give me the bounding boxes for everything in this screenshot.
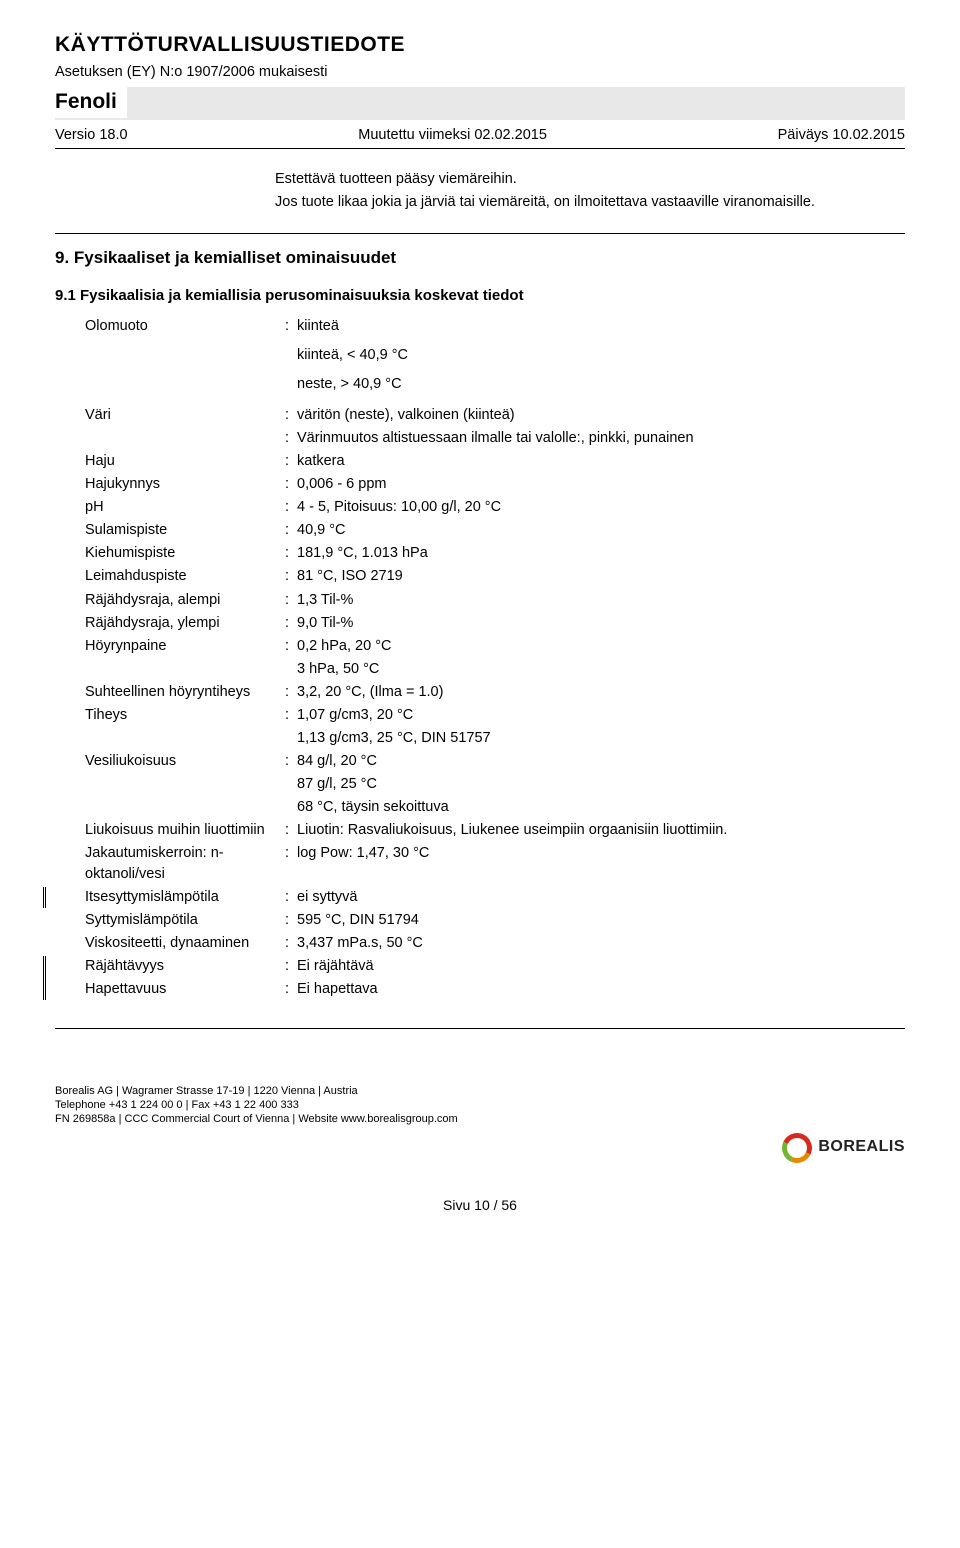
footer: Borealis AG | Wagramer Strasse 17-19 | 1… [55, 1084, 905, 1163]
change-bar-2: Räjähtävyys : Ei räjähtävä Hapettavuus :… [43, 956, 905, 1000]
footer-line1: Borealis AG | Wagramer Strasse 17-19 | 1… [55, 1084, 905, 1098]
section9-heading: 9. Fysikaaliset ja kemialliset ominaisuu… [55, 246, 905, 271]
row-itsesyttymis: Itsesyttymislämpötila : ei syttyvä [55, 887, 905, 908]
product-strip: Fenoli [55, 87, 905, 119]
intro-line1: Estettävä tuotteen pääsy viemäreihin. [275, 169, 905, 190]
version: Versio 18.0 [55, 125, 128, 146]
row-vari2: : Värinmuutos altistuessaan ilmalle tai … [55, 428, 905, 449]
olomuoto-sub2: neste, > 40,9 °C [297, 374, 905, 395]
row-hapettavuus: Hapettavuus : Ei hapettava [55, 979, 905, 1000]
row-rajahdys-alempi: Räjähdysraja, alempi : 1,3 Til-% [55, 590, 905, 611]
olomuoto-sub1: kiinteä, < 40,9 °C [297, 345, 905, 366]
row-hajukynnys: Hajukynnys : 0,006 - 6 ppm [55, 474, 905, 495]
row-kiehumispiste: Kiehumispiste : 181,9 °C, 1.013 hPa [55, 543, 905, 564]
row-olomuoto: Olomuoto : kiinteä [55, 316, 905, 337]
sds-subtitle: Asetuksen (EY) N:o 1907/2006 mukaisesti [55, 62, 905, 83]
footer-line3: FN 269858a | CCC Commercial Court of Vie… [55, 1112, 905, 1126]
intro-line2: Jos tuote likaa jokia ja järviä tai viem… [275, 192, 905, 213]
row-rajahdys-ylempi: Räjähdysraja, ylempi : 9,0 Til-% [55, 613, 905, 634]
row-viskositeetti: Viskositeetti, dynaaminen : 3,437 mPa.s,… [55, 933, 905, 954]
row-suhteellinen: Suhteellinen höyryntiheys : 3,2, 20 °C, … [55, 682, 905, 703]
sds-title: KÄYTTÖTURVALLISUUSTIEDOTE [55, 30, 905, 60]
footer-line2: Telephone +43 1 224 00 0 | Fax +43 1 22 … [55, 1098, 905, 1112]
section-divider [55, 233, 905, 234]
row-syttymis: Syttymislämpötila : 595 °C, DIN 51794 [55, 910, 905, 931]
row-haju: Haju : katkera [55, 451, 905, 472]
logo-text: BOREALIS [818, 1137, 905, 1158]
borealis-logo: BOREALIS [782, 1133, 905, 1163]
version-row: Versio 18.0 Muutettu viimeksi 02.02.2015… [55, 122, 905, 149]
section91-heading: 9.1 Fysikaalisia ja kemiallisia perusomi… [55, 285, 905, 307]
page-number: Sivu 10 / 56 [55, 1195, 905, 1215]
row-vari: Väri : väritön (neste), valkoinen (kiint… [55, 405, 905, 426]
row-jakautumiskerroin: Jakautumiskerroin: n-oktanoli/vesi : log… [55, 843, 905, 885]
row-liukoisuus: Liukoisuus muihin liuottimiin : Liuotin:… [55, 820, 905, 841]
row-ph: pH : 4 - 5, Pitoisuus: 10,00 g/l, 20 °C [55, 497, 905, 518]
row-leimahduspiste: Leimahduspiste : 81 °C, ISO 2719 [55, 566, 905, 587]
logo-ring-icon [778, 1128, 816, 1166]
row-vesiliukoisuus: Vesiliukoisuus : 84 g/l, 20 °C 87 g/l, 2… [55, 751, 905, 818]
row-hoyrynpaine: Höyrynpaine : 0,2 hPa, 20 °C 3 hPa, 50 °… [55, 636, 905, 680]
print-date: Päiväys 10.02.2015 [778, 125, 905, 146]
document-header: KÄYTTÖTURVALLISUUSTIEDOTE Asetuksen (EY)… [55, 30, 905, 149]
row-tiheys: Tiheys : 1,07 g/cm3, 20 °C 1,13 g/cm3, 2… [55, 705, 905, 749]
footer-divider [55, 1028, 905, 1029]
logo-row: BOREALIS [55, 1133, 905, 1163]
properties-table: Olomuoto : kiinteä kiinteä, < 40,9 °C ne… [55, 316, 905, 999]
row-sulamispiste: Sulamispiste : 40,9 °C [55, 520, 905, 541]
change-bar-1: Itsesyttymislämpötila : ei syttyvä [43, 887, 905, 908]
row-rajahtavyys: Räjähtävyys : Ei räjähtävä [55, 956, 905, 977]
intro-block: Estettävä tuotteen pääsy viemäreihin. Jo… [275, 169, 905, 213]
product-name: Fenoli [55, 87, 127, 117]
modified-date: Muutettu viimeksi 02.02.2015 [358, 125, 547, 146]
